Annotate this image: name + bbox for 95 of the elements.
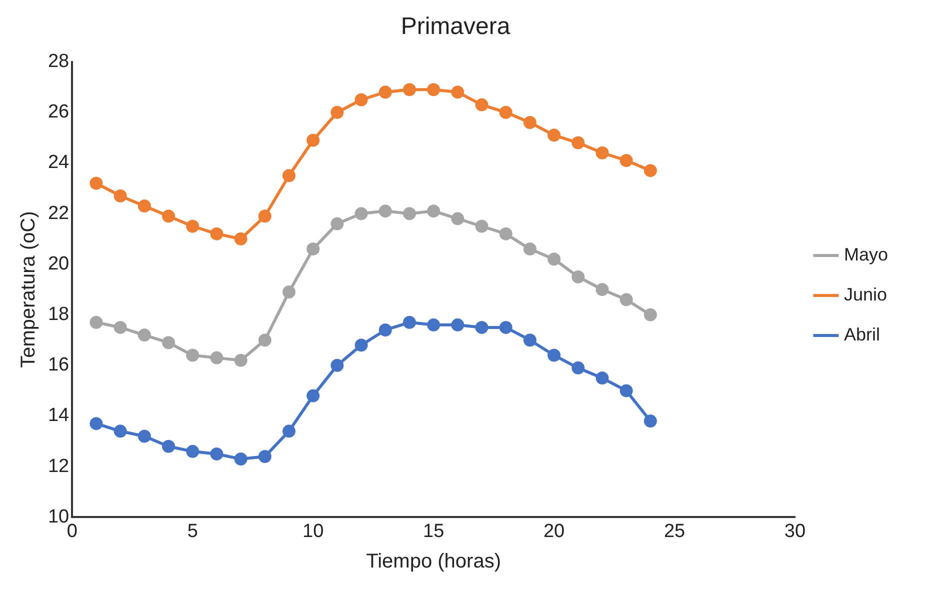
point xyxy=(234,232,248,246)
point xyxy=(548,128,561,142)
point xyxy=(596,146,609,160)
point xyxy=(620,293,633,306)
y-tick-label: 20 xyxy=(48,253,70,274)
point xyxy=(210,447,224,460)
point xyxy=(354,338,368,352)
point xyxy=(330,106,344,119)
y-tick-label: 22 xyxy=(48,202,70,224)
point xyxy=(258,334,272,347)
point xyxy=(451,212,464,226)
point xyxy=(548,252,561,266)
x-tick-label: 15 xyxy=(422,520,444,542)
point xyxy=(499,106,512,119)
point xyxy=(596,283,609,296)
point xyxy=(330,217,344,230)
point xyxy=(596,372,609,385)
point xyxy=(620,384,633,398)
point xyxy=(451,318,464,332)
point xyxy=(330,358,344,372)
point xyxy=(138,200,151,213)
point xyxy=(644,308,657,322)
point xyxy=(114,424,127,438)
point xyxy=(499,320,512,334)
x-tick-label: 30 xyxy=(784,520,806,542)
y-axis-title: Temperatura (oC) xyxy=(18,211,40,368)
x-axis-title: Tiempo (horas) xyxy=(366,550,501,573)
point xyxy=(378,204,392,218)
point xyxy=(258,450,272,463)
point xyxy=(402,316,416,329)
y-tick-label: 12 xyxy=(48,456,70,477)
point xyxy=(282,286,296,299)
point xyxy=(523,116,536,130)
point xyxy=(427,318,440,332)
point xyxy=(572,361,585,374)
point xyxy=(451,86,464,99)
x-tick-label: 20 xyxy=(543,520,565,542)
x-tick-label: 0 xyxy=(66,520,78,542)
y-tick-label: 24 xyxy=(48,152,70,174)
point xyxy=(162,210,176,223)
legend-label: Abril xyxy=(844,324,880,344)
point xyxy=(186,220,200,233)
point xyxy=(90,417,103,430)
point xyxy=(306,134,320,147)
point xyxy=(258,210,272,223)
point xyxy=(499,227,512,240)
point xyxy=(162,440,176,453)
point xyxy=(378,86,392,99)
y-tick-label: 10 xyxy=(48,506,70,528)
y-tick-label: 28 xyxy=(48,51,70,72)
y-tick-label: 26 xyxy=(48,102,70,123)
legend-label: Junio xyxy=(844,284,888,304)
point xyxy=(186,348,200,362)
point xyxy=(114,189,127,202)
point xyxy=(402,207,416,220)
point xyxy=(90,316,103,329)
point xyxy=(572,136,585,150)
point xyxy=(282,424,296,438)
point xyxy=(282,169,296,182)
legend-label: Mayo xyxy=(844,244,888,264)
x-tick-label: 5 xyxy=(187,520,198,542)
point xyxy=(114,320,127,334)
point xyxy=(306,389,320,402)
point xyxy=(644,414,657,428)
point xyxy=(162,336,176,350)
point xyxy=(427,204,440,218)
y-tick-label: 18 xyxy=(48,304,70,326)
point xyxy=(402,83,416,96)
point xyxy=(138,328,151,342)
chart-title: Primavera xyxy=(400,13,511,40)
point xyxy=(620,154,633,167)
y-tick-label: 16 xyxy=(48,354,70,376)
point xyxy=(572,270,585,284)
point xyxy=(475,220,488,233)
point xyxy=(523,242,536,256)
point xyxy=(354,93,368,106)
x-tick-label: 25 xyxy=(664,520,686,542)
point xyxy=(186,444,200,458)
point xyxy=(90,176,103,190)
point xyxy=(210,227,224,240)
point xyxy=(234,452,248,466)
point xyxy=(475,320,488,334)
point xyxy=(548,348,561,362)
point xyxy=(475,98,488,112)
point xyxy=(210,351,224,364)
point xyxy=(138,430,151,443)
point xyxy=(306,242,320,256)
point xyxy=(644,164,657,178)
x-tick-label: 10 xyxy=(302,520,324,542)
point xyxy=(523,334,536,347)
point xyxy=(354,207,368,220)
point xyxy=(234,354,248,367)
point xyxy=(427,83,440,96)
y-tick-label: 14 xyxy=(48,405,70,426)
point xyxy=(378,323,392,336)
